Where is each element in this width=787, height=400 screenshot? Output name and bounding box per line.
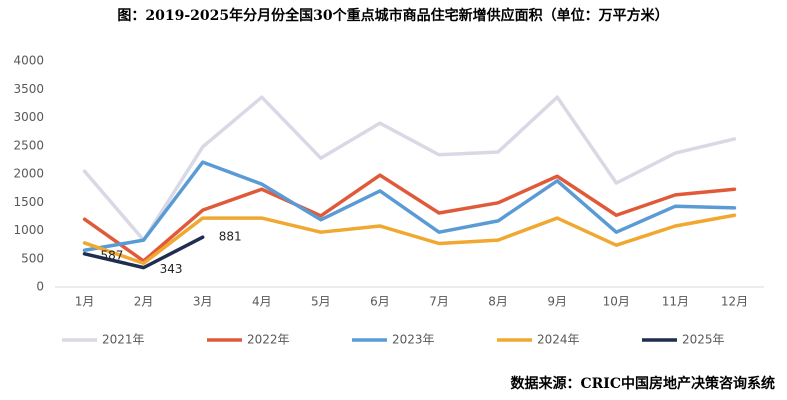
x-tick-label: 7月 <box>429 295 449 309</box>
y-tick-label: 4000 <box>13 54 44 68</box>
legend-label: 2025年 <box>682 333 725 347</box>
series-line <box>82 173 737 263</box>
x-tick-label: 1月 <box>75 295 95 309</box>
y-tick-label: 1000 <box>13 223 44 237</box>
y-tick-label: 1500 <box>13 195 44 209</box>
legend-label: 2023年 <box>392 333 435 347</box>
y-tick-label: 3500 <box>13 82 44 96</box>
series-line <box>82 235 205 270</box>
chart-title: 图：2019-2025年分月份全国30个重点城市商品住宅新增供应面积（单位：万平… <box>117 7 668 24</box>
data-label: 881 <box>219 230 242 244</box>
legend-label: 2021年 <box>102 333 145 347</box>
series-line <box>82 213 737 266</box>
x-tick-label: 12月 <box>721 295 748 309</box>
series-line <box>82 160 737 253</box>
x-tick-label: 8月 <box>488 295 508 309</box>
y-tick-label: 3000 <box>13 110 44 124</box>
x-tick-label: 9月 <box>547 295 567 309</box>
y-tick-label: 2500 <box>13 138 44 152</box>
series-line <box>82 95 737 242</box>
legend-label: 2024年 <box>537 333 580 347</box>
x-tick-label: 5月 <box>311 295 331 309</box>
y-tick-label: 500 <box>21 251 44 265</box>
x-tick-label: 3月 <box>193 295 213 309</box>
data-label: 343 <box>160 262 183 276</box>
x-tick-label: 2月 <box>134 295 154 309</box>
legend-label: 2022年 <box>247 333 290 347</box>
data-label: 587 <box>101 248 124 262</box>
x-tick-label: 6月 <box>370 295 390 309</box>
x-tick-label: 4月 <box>252 295 272 309</box>
x-tick-label: 11月 <box>662 295 689 309</box>
source-note: 数据来源：CRIC中国房地产决策咨询系统 <box>511 375 775 392</box>
y-tick-label: 2000 <box>13 167 44 181</box>
y-tick-label: 0 <box>36 280 44 294</box>
x-tick-label: 10月 <box>603 295 630 309</box>
